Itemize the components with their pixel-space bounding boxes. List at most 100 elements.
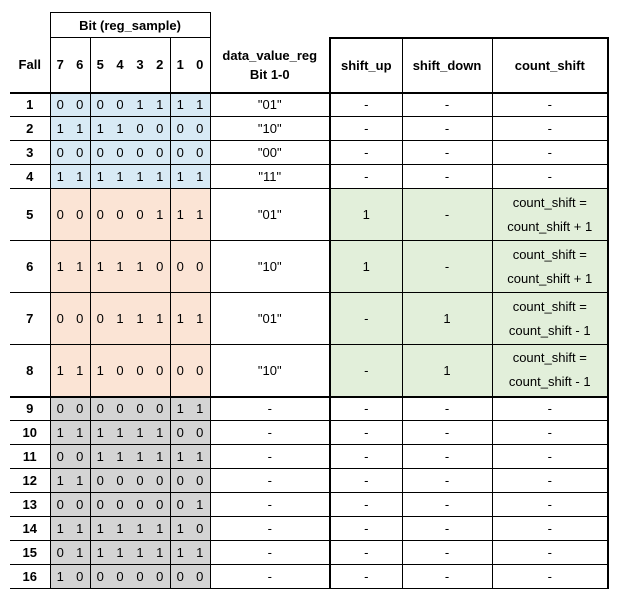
bit-cell: 1 (110, 540, 130, 565)
bit-cell: 1 (190, 92, 211, 117)
data-value-cell: - (210, 492, 330, 517)
fall-number: 12 (10, 468, 50, 493)
bit-cell: 0 (170, 420, 190, 445)
bit-cell: 0 (150, 116, 171, 141)
bit-cell: 0 (110, 396, 130, 421)
fall-number: 13 (10, 492, 50, 517)
fall-number: 9 (10, 396, 50, 421)
data-value-header-line1: data_value_reg (222, 47, 318, 63)
table-body: 1 0 0 0 0 1 1 1 1 "01" - - -2 1 1 1 1 0 0 0 0 "10" - - -3 0 0 0 0 0 0 0… (10, 92, 609, 589)
bit-cell: 0 (150, 564, 171, 589)
bit-header-7: 7 (49, 37, 70, 94)
bit-cell: 0 (150, 396, 171, 421)
bit-cell: 1 (110, 516, 130, 541)
bit-cell: 0 (70, 188, 91, 241)
bit-cell: 0 (49, 292, 70, 345)
bit-cell: 1 (170, 164, 190, 189)
bit-cell: 0 (70, 292, 91, 345)
bit-cell: 0 (150, 468, 171, 493)
shift-up-header: shift_up (329, 36, 403, 94)
bit-cell: 1 (90, 344, 110, 398)
bit-cell: 0 (70, 396, 91, 421)
bit-cell: 1 (70, 240, 91, 293)
bit-cell: 1 (170, 92, 190, 117)
count-shift-cell: - (492, 420, 609, 445)
bit-cell: 0 (49, 444, 70, 469)
count-shift-cell: count_shift = count_shift + 1 (492, 240, 609, 293)
bit-cell: 1 (190, 164, 211, 189)
bit-cell: 0 (90, 468, 110, 493)
count-shift-line2: count_shift - 1 (508, 322, 591, 338)
bit-header-2: 2 (150, 37, 171, 94)
bit-cell: 0 (90, 188, 110, 241)
bit-cell: 1 (130, 240, 150, 293)
bit-cell: 0 (130, 564, 150, 589)
bit-cell: 0 (130, 396, 150, 421)
data-value-cell: - (210, 468, 330, 493)
count-shift-cell: - (492, 396, 609, 421)
table-row: 6 1 1 1 1 1 0 0 0 "10" 1- count_shift = count_shift … (10, 240, 609, 293)
bit-cell: 1 (49, 420, 70, 445)
bit-cell: 0 (130, 140, 150, 165)
data-value-cell: "10" (210, 240, 330, 293)
shift-up-cell: 1 (329, 240, 403, 293)
count-shift-cell: - (492, 468, 609, 493)
shift-up-cell: - (329, 116, 403, 141)
fall-number: 15 (10, 540, 50, 565)
bit-cell: 1 (110, 292, 130, 345)
data-value-header: data_value_reg Bit 1-0 (210, 37, 330, 94)
bit-cell: 1 (49, 164, 70, 189)
fall-number: 16 (10, 564, 50, 589)
data-value-cell: - (210, 540, 330, 565)
bit-cell: 0 (190, 116, 211, 141)
bit-cell: 1 (190, 444, 211, 469)
shift-down-cell: - (402, 240, 493, 293)
table-row: 14 1 1 1 1 1 1 1 0- - - - (10, 516, 609, 541)
table-row: 5 0 0 0 0 0 1 1 1 "01" 1- count_shift = count_shift … (10, 188, 609, 241)
fall-number: 10 (10, 420, 50, 445)
fall-number: 11 (10, 444, 50, 469)
bit-cell: 1 (49, 516, 70, 541)
count-shift-cell: - (492, 492, 609, 517)
bit-cell: 0 (110, 188, 130, 241)
data-value-cell: - (210, 396, 330, 421)
bit-cell: 0 (150, 240, 171, 293)
count-shift-line1: count_shift = (512, 194, 587, 210)
bit-cell: 0 (70, 564, 91, 589)
fall-number: 14 (10, 516, 50, 541)
fall-number: 7 (10, 292, 50, 345)
bit-cell: 1 (190, 188, 211, 241)
count-shift-line1: count_shift = (512, 298, 587, 314)
bit-cell: 1 (90, 540, 110, 565)
bit-cell: 0 (130, 468, 150, 493)
bit-cell: 1 (70, 516, 91, 541)
table-row: 4 1 1 1 1 1 1 1 1 "11" - - - (10, 164, 609, 189)
shift-up-cell: - (329, 292, 403, 345)
table-row: 2 1 1 1 1 0 0 0 0 "10" - - - (10, 116, 609, 141)
bit-cell: 0 (49, 492, 70, 517)
shift-down-cell: - (402, 540, 493, 565)
shift-down-cell: - (402, 188, 493, 241)
bit-cell: 0 (170, 240, 190, 293)
bit-cell: 1 (70, 344, 91, 398)
header-spacer-right (210, 13, 608, 38)
bit-cell: 0 (110, 344, 130, 398)
data-value-cell: "00" (210, 140, 330, 165)
bit-cell: 0 (130, 116, 150, 141)
shift-up-cell: - (329, 396, 403, 421)
count-shift-line2: count_shift + 1 (507, 270, 593, 286)
table-row: 1 0 0 0 0 1 1 1 1 "01" - - - (10, 92, 609, 117)
bit-cell: 0 (70, 444, 91, 469)
bit-cell: 1 (90, 240, 110, 293)
shift-down-cell: 1 (402, 344, 493, 398)
bit-cell: 0 (170, 492, 190, 517)
data-value-cell: - (210, 444, 330, 469)
data-value-header-line2: Bit 1-0 (249, 66, 290, 82)
bit-cell: 0 (130, 188, 150, 241)
bit-cell: 1 (90, 516, 110, 541)
bit-cell: 0 (49, 188, 70, 241)
shift-down-cell: - (402, 116, 493, 141)
table-row: 13 0 0 0 0 0 0 0 1- - - - (10, 492, 609, 517)
bit-cell: 1 (170, 396, 190, 421)
data-value-cell: "01" (210, 292, 330, 345)
